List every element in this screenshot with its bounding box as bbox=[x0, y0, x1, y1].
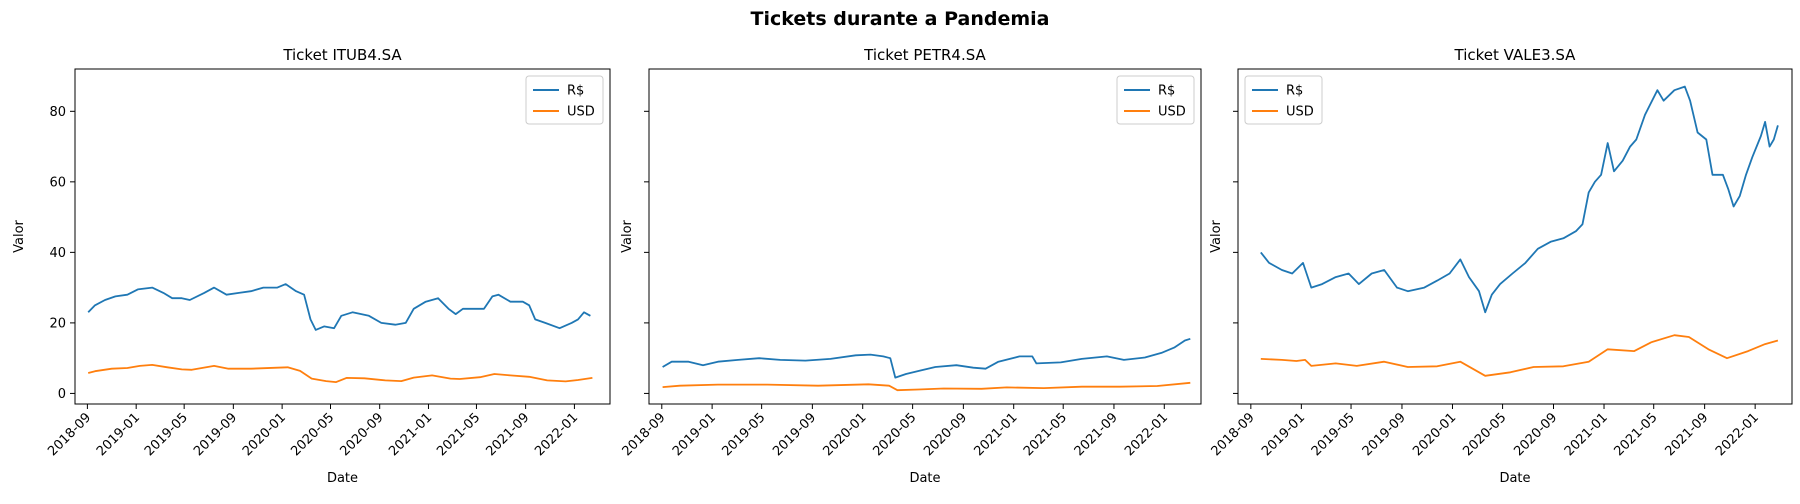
x-tick-label: 2022-01 bbox=[532, 410, 581, 459]
x-tick-label: 2021-01 bbox=[1562, 410, 1611, 459]
x-tick-label: 2018-09 bbox=[620, 410, 669, 459]
x-tick-label: 2021-05 bbox=[1021, 410, 1070, 459]
x-tick-label: 2020-09 bbox=[921, 410, 970, 459]
x-tick-label: 2020-09 bbox=[337, 410, 386, 459]
y-tick-label: 0 bbox=[58, 387, 66, 402]
legend-label: R$ bbox=[567, 84, 584, 99]
x-tick-label: 2021-05 bbox=[1612, 410, 1661, 459]
x-axis-label: Date bbox=[909, 471, 940, 486]
legend-label: USD bbox=[567, 105, 595, 120]
legend-label: USD bbox=[1286, 105, 1314, 120]
x-tick-label: 2020-05 bbox=[288, 410, 337, 459]
series-line-usd bbox=[662, 381, 1191, 392]
x-tick-label: 2020-01 bbox=[240, 410, 289, 459]
axes-frame bbox=[1237, 68, 1793, 405]
legend: R$ USD bbox=[1116, 75, 1195, 125]
series-line-brl bbox=[662, 337, 1191, 379]
x-axis-label: Date bbox=[1499, 471, 1530, 486]
x-tick-label: 2022-01 bbox=[1122, 410, 1171, 459]
y-axis-label: Valor bbox=[12, 219, 27, 252]
x-tick-label: 2019-09 bbox=[191, 410, 240, 459]
y-axis-label: Valor bbox=[620, 219, 635, 252]
x-tick-label: 2021-09 bbox=[1072, 410, 1121, 459]
legend-label: R$ bbox=[1158, 84, 1175, 99]
subplot-2: Ticket PETR4.SA 2018-09 2019-01 2019-05 2019… bbox=[620, 46, 1202, 486]
x-tick-label: 2019-09 bbox=[1360, 410, 1409, 459]
y-tick-label: 80 bbox=[49, 105, 66, 120]
y-tick-label: 20 bbox=[49, 316, 66, 331]
x-tick-label: 2019-05 bbox=[1309, 410, 1358, 459]
series-line-brl bbox=[1260, 85, 1779, 314]
legend: R$ USD bbox=[1244, 75, 1323, 125]
y-tick-label: 40 bbox=[49, 246, 66, 261]
x-tick-label: 2021-05 bbox=[434, 410, 483, 459]
subplot-title: Ticket ITUB4.SA bbox=[282, 46, 402, 64]
x-tick-label: 2019-05 bbox=[142, 410, 191, 459]
x-tick-label: 2018-09 bbox=[45, 410, 94, 459]
axes-frame bbox=[74, 68, 611, 405]
legend: R$ USD bbox=[525, 75, 604, 125]
x-tick-label: 2020-01 bbox=[1410, 410, 1459, 459]
x-tick-label: 2019-01 bbox=[1259, 410, 1308, 459]
x-tick-label: 2020-09 bbox=[1511, 410, 1560, 459]
legend-label: USD bbox=[1158, 105, 1186, 120]
x-tick-label: 2022-01 bbox=[1713, 410, 1762, 459]
x-tick-label: 2020-01 bbox=[821, 410, 870, 459]
x-tick-label: 2021-01 bbox=[386, 410, 435, 459]
subplot-title: Ticket VALE3.SA bbox=[1454, 46, 1577, 64]
series-line-brl bbox=[87, 283, 591, 331]
x-tick-label: 2020-05 bbox=[1460, 410, 1509, 459]
x-axis-label: Date bbox=[327, 471, 358, 486]
x-tick-label: 2019-09 bbox=[770, 410, 819, 459]
y-axis-label: Valor bbox=[1209, 219, 1224, 252]
figure-suptitle: Tickets durante a Pandemia bbox=[751, 8, 1050, 30]
series-line-usd bbox=[87, 363, 593, 384]
series-line-usd bbox=[1260, 334, 1779, 377]
x-tick-label: 2021-01 bbox=[972, 410, 1021, 459]
x-tick-label: 2018-09 bbox=[1209, 410, 1258, 459]
x-tick-label: 2019-05 bbox=[719, 410, 768, 459]
x-tick-label: 2019-01 bbox=[670, 410, 719, 459]
subplot-3: Ticket VALE3.SA 2018-09 2019-01 2019-05 2019… bbox=[1209, 46, 1793, 486]
x-tick-label: 2021-09 bbox=[1662, 410, 1711, 459]
legend-label: R$ bbox=[1286, 84, 1303, 99]
subplot-title: Ticket PETR4.SA bbox=[863, 46, 986, 64]
x-tick-label: 2021-09 bbox=[483, 410, 532, 459]
y-tick-label: 60 bbox=[49, 175, 66, 190]
axes-frame bbox=[648, 68, 1202, 405]
x-tick-label: 2019-01 bbox=[94, 410, 143, 459]
x-tick-label: 2020-05 bbox=[870, 410, 919, 459]
